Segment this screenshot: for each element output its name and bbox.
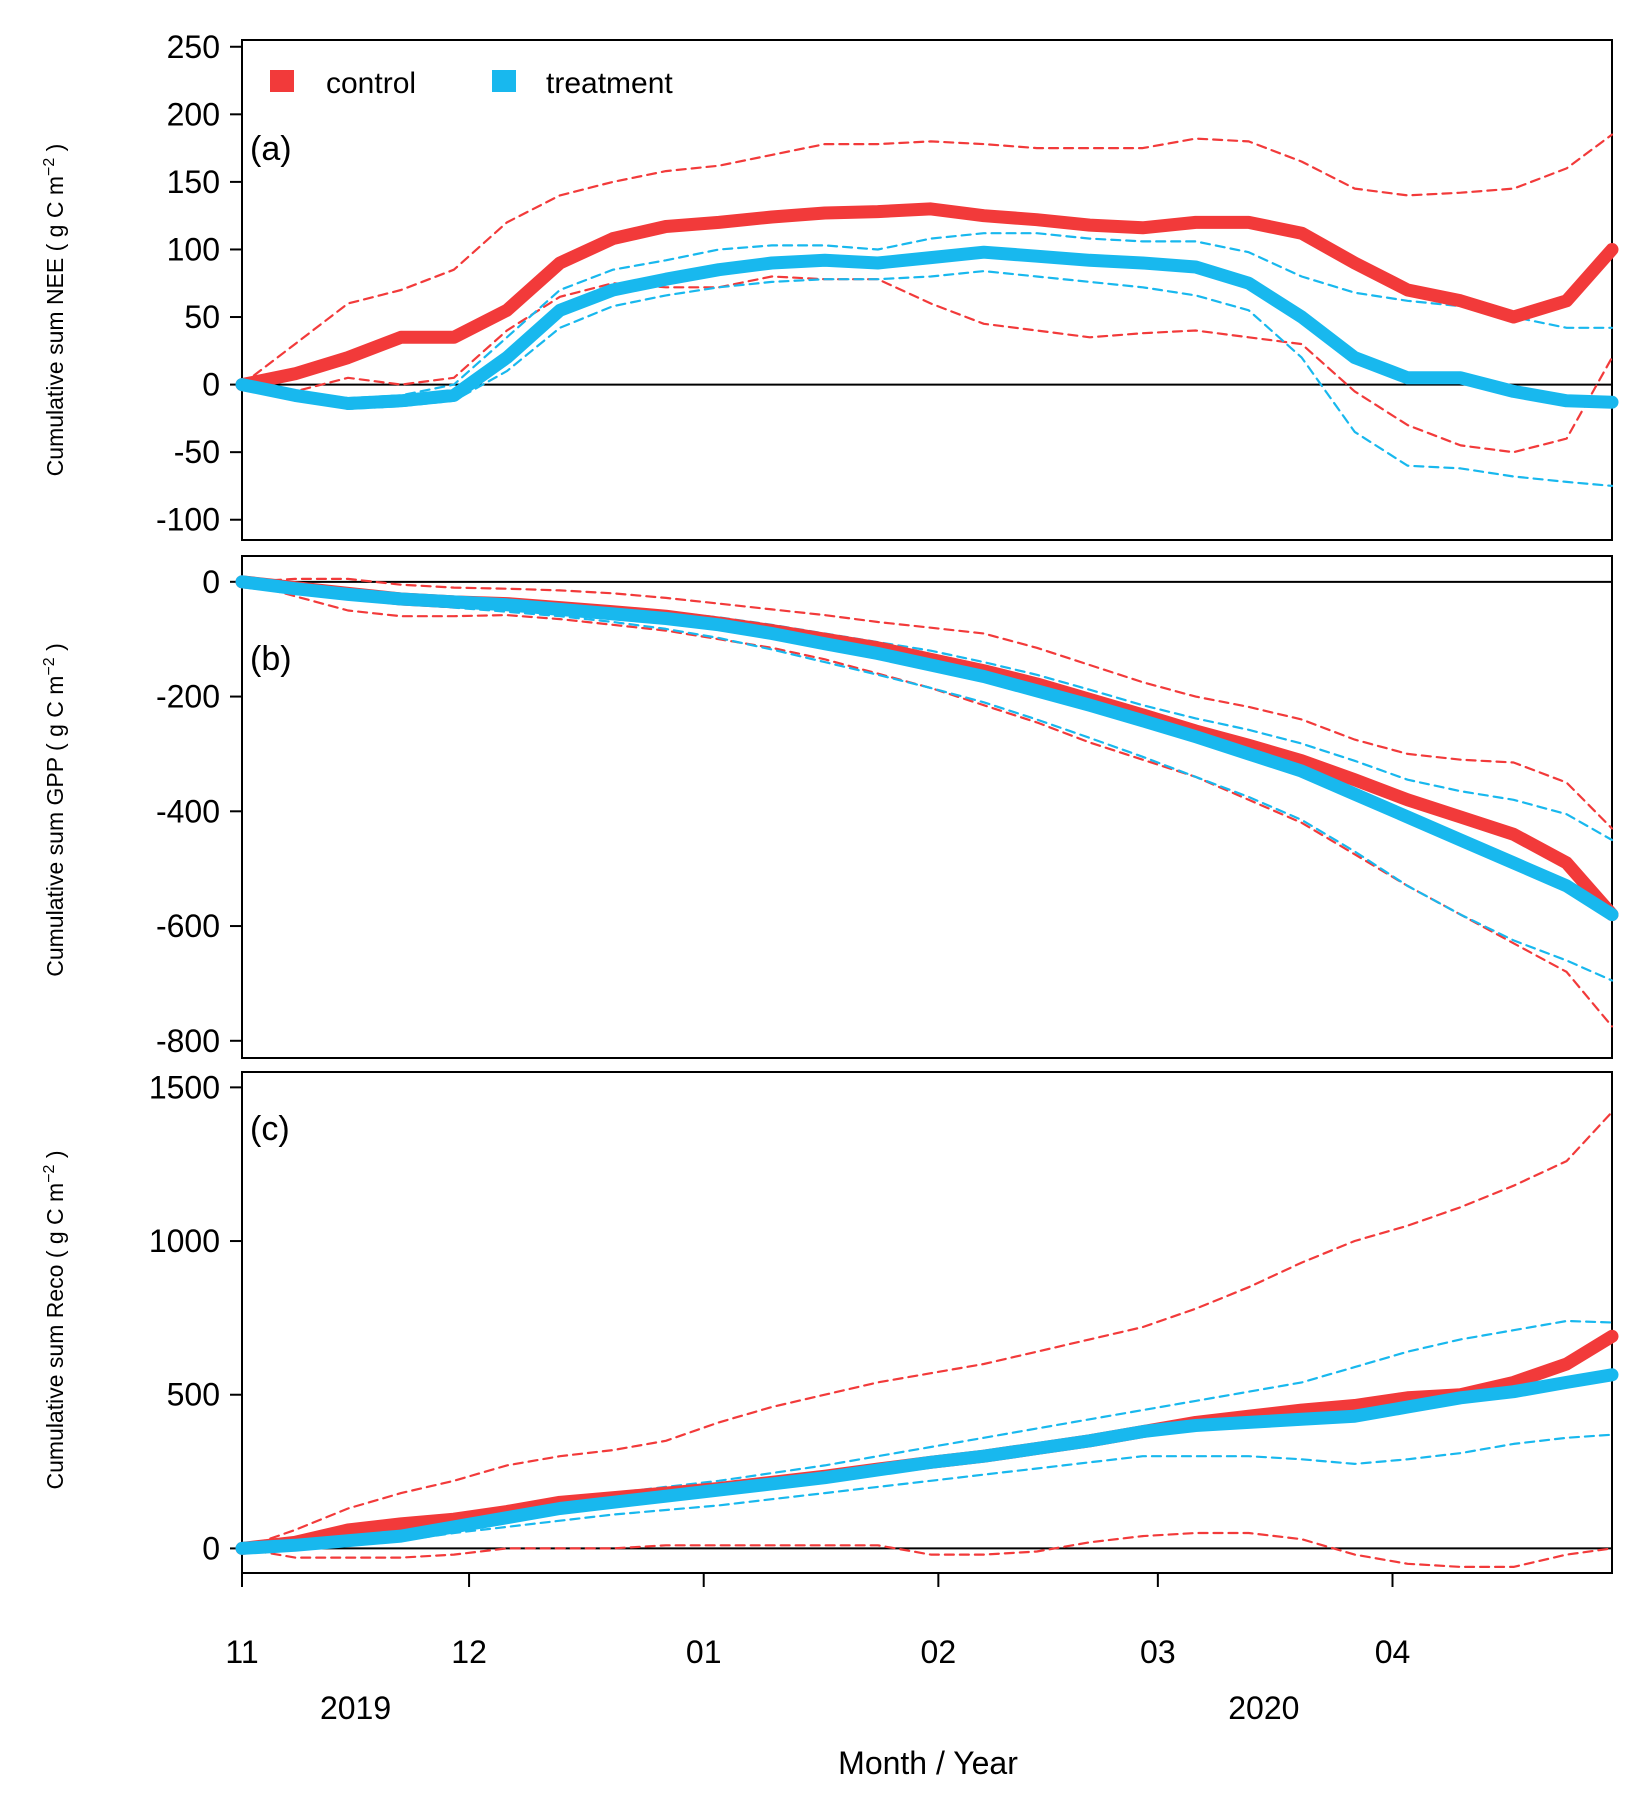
legend: control treatment [270, 67, 673, 100]
x-tick-label: 02 [921, 1634, 957, 1670]
y-tick-label: 50 [184, 299, 220, 335]
y-tick-label: 1500 [149, 1069, 220, 1105]
series-treatment-upper [240, 232, 1614, 400]
y-tick-label: 500 [167, 1377, 220, 1413]
series-control-upper [240, 133, 1614, 386]
y-tick-label: 1000 [149, 1223, 220, 1259]
x-year-label: 2019 [320, 1690, 391, 1726]
series-control-lower [240, 580, 1614, 1028]
plot-frame [241, 555, 1613, 1059]
series-treatment-mean [235, 575, 1619, 922]
panel-label: (c) [250, 1110, 290, 1148]
legend-swatch-treatment [492, 70, 516, 92]
y-tick-label: 0 [202, 1530, 220, 1566]
panel-1: 0 -200 -400 -600 -800 (b) Cumulative sum GPP (… [41, 555, 1619, 1059]
legend-label-control: control [326, 67, 416, 100]
panel-2: 1500 1000 500 0 (c) Cumulative sum Reco ( g C… [41, 1069, 1619, 1574]
y-tick-label: -200 [156, 679, 220, 715]
x-axis-title: Month / Year [838, 1745, 1018, 1781]
series-treatment-lower [240, 580, 1614, 982]
panel-label: (b) [250, 640, 292, 678]
series-control-lower [240, 1531, 1614, 1569]
y-tick-label: 0 [202, 564, 220, 600]
legend-label-treatment: treatment [546, 67, 673, 100]
y-axis-title: Cumulative sum GPP ( g C m−2 ) [41, 643, 68, 977]
y-tick-label: -50 [174, 434, 220, 470]
y-tick-label: 250 [167, 29, 220, 65]
y-tick-label: -100 [156, 502, 220, 538]
panel-label: (a) [250, 130, 292, 168]
plot-frame [241, 1071, 1613, 1574]
plot-frame [241, 39, 1613, 541]
series-control-mean [235, 1329, 1619, 1555]
series-control-mean [235, 575, 1619, 922]
y-tick-label: -400 [156, 793, 220, 829]
x-tick-label: 03 [1140, 1634, 1176, 1670]
series-treatment-mean [235, 1368, 1619, 1555]
x-tick-label: 11 [225, 1634, 258, 1670]
y-tick-label: -800 [156, 1023, 220, 1059]
y-tick-label: 0 [202, 367, 220, 403]
x-tick-label: 04 [1375, 1634, 1411, 1670]
series-control-upper [240, 1110, 1614, 1550]
x-year-label: 2020 [1228, 1690, 1299, 1726]
y-tick-label: 150 [167, 164, 220, 200]
y-tick-label: -600 [156, 908, 220, 944]
x-tick-label: 12 [451, 1634, 487, 1670]
x-axis: 11 12 01 02 03 04 2019 2020 [225, 1573, 1410, 1726]
series-treatment-lower [240, 1433, 1614, 1550]
y-axis-title: Cumulative sum NEE ( g C m−2 ) [41, 144, 68, 477]
series-treatment-lower [240, 270, 1614, 487]
series-control-mean [235, 202, 1619, 392]
panel-0: 250 200 150 100 50 0 -50 -100 (a) Cumulative sum … [41, 29, 1619, 541]
y-tick-label: 200 [167, 96, 220, 132]
y-axis-title: Cumulative sum Reco ( g C m−2 ) [41, 1150, 68, 1489]
series-treatment-mean [235, 245, 1619, 410]
series-control-lower [240, 275, 1614, 454]
series-control-upper [240, 577, 1614, 830]
x-tick-label: 01 [686, 1634, 722, 1670]
y-tick-label: 100 [167, 231, 220, 267]
legend-swatch-control [270, 70, 294, 92]
